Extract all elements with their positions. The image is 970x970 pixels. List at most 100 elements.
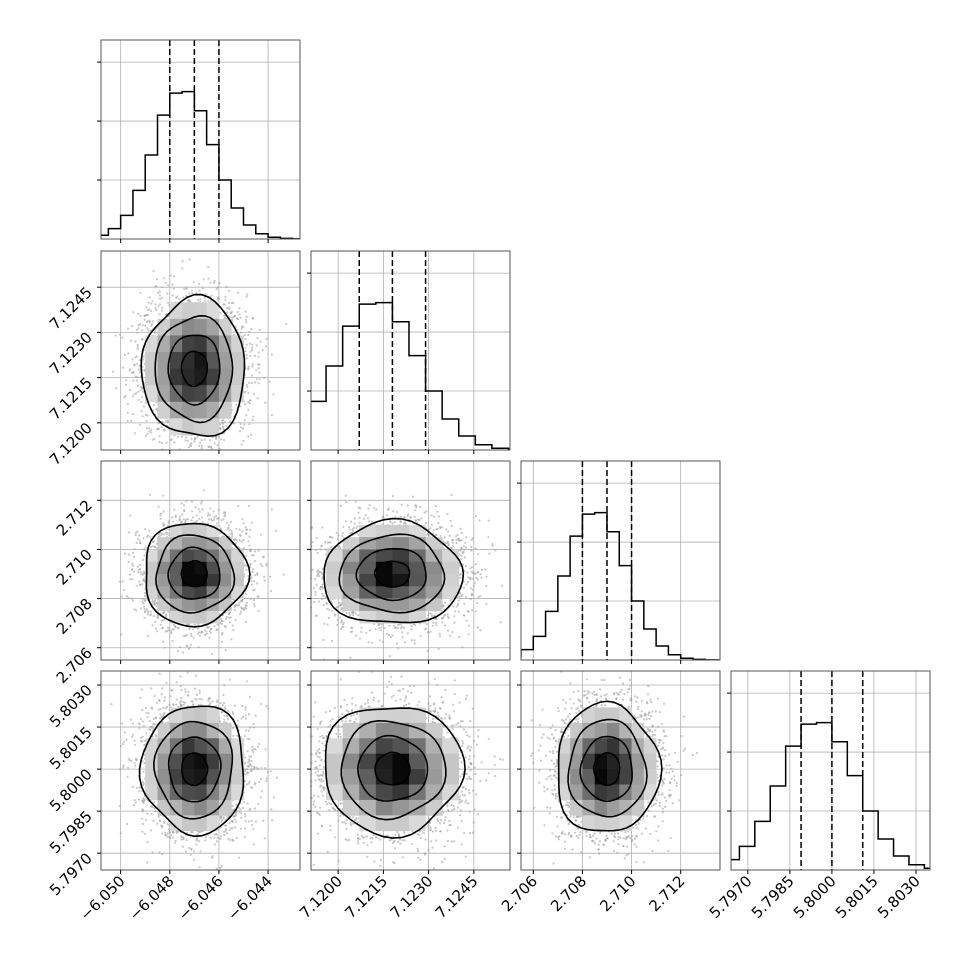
scatter-point (642, 817, 645, 820)
scatter-point (318, 748, 321, 751)
scatter-point (322, 603, 325, 607)
scatter-point (383, 626, 386, 630)
scatter-point (394, 627, 397, 630)
scatter-point (336, 538, 339, 541)
scatter-point (396, 830, 399, 834)
scatter-point (135, 355, 138, 358)
scatter-point (195, 833, 198, 836)
scatter-point (152, 727, 155, 731)
scatter-point (249, 726, 252, 729)
scatter-point (552, 862, 555, 865)
density-cell (182, 549, 195, 563)
scatter-point (238, 604, 241, 607)
scatter-point (120, 595, 123, 598)
density-cell (594, 722, 608, 739)
scatter-point (146, 432, 149, 435)
scatter-point (430, 840, 433, 843)
scatter-point (118, 768, 122, 771)
scatter-point (134, 533, 137, 537)
scatter-point (391, 494, 394, 498)
scatter-point (460, 554, 463, 558)
scatter-point (345, 703, 349, 706)
density-cell (157, 574, 171, 587)
scatter-point (324, 800, 327, 803)
hist-panel-4 (727, 670, 931, 874)
scatter-point (577, 823, 580, 826)
scatter-point (244, 604, 247, 607)
scatter-point (222, 511, 225, 514)
scatter-point (195, 693, 198, 696)
scatter-point (339, 616, 342, 619)
scatter-point (554, 746, 557, 749)
scatter-point (578, 833, 581, 837)
scatter-point (657, 839, 660, 842)
scatter-point (513, 777, 515, 779)
scatter-point (251, 583, 254, 586)
scatter-point (183, 701, 186, 704)
scatter-point (245, 680, 248, 683)
scatter-point (493, 755, 496, 758)
scatter-point (335, 655, 337, 657)
contours (323, 517, 465, 624)
scatter-point (389, 668, 391, 670)
scatter-point (153, 602, 156, 605)
density-cell (342, 574, 360, 587)
density-cell (606, 738, 620, 755)
scatter-point (170, 632, 173, 635)
scatter-point (211, 700, 214, 703)
scatter-point (353, 517, 356, 520)
scatter-point (209, 702, 212, 705)
scatter-point (396, 623, 399, 626)
scatter-point (437, 647, 440, 651)
scatter-point (229, 311, 232, 314)
scatter-point (141, 708, 144, 712)
density-cell (169, 418, 183, 436)
scatter-point (675, 781, 678, 785)
scatter-point (449, 824, 452, 827)
scatter-point (416, 704, 419, 707)
scatter-point (127, 553, 131, 556)
scatter-point (171, 628, 174, 631)
scatter-point (321, 794, 324, 797)
scatter-point (370, 841, 373, 844)
scatter-point (600, 704, 603, 707)
scatter-point (266, 771, 269, 774)
scatter-point (458, 801, 461, 804)
scatter-point (219, 866, 222, 869)
scatter-point (593, 842, 597, 845)
scatter-point (197, 627, 200, 630)
density-cells (326, 707, 460, 832)
scatter-point (434, 505, 437, 508)
scatter-point (133, 570, 136, 573)
density-cell (582, 738, 596, 755)
scatter-point (451, 727, 454, 730)
scatter-frame (100, 250, 301, 451)
scatter-point (629, 684, 632, 687)
scatter-point (127, 757, 130, 760)
scatter-point (151, 545, 155, 548)
scatter-point (231, 316, 234, 319)
density-cell (425, 769, 443, 785)
scatter-point (443, 624, 446, 627)
density-cell (375, 707, 393, 724)
scatter-point (159, 517, 162, 520)
scatter-point (459, 573, 462, 577)
density-cell (442, 574, 460, 587)
scatter-point (461, 794, 464, 797)
scatter-point (256, 745, 260, 748)
scatter-point (219, 702, 222, 705)
scatter-point (237, 806, 240, 809)
scatter-point (318, 756, 321, 759)
scatter-point (436, 819, 439, 823)
density-cell (582, 815, 596, 832)
scatter-point (155, 309, 158, 312)
scatter-point (315, 753, 318, 756)
scatter-panel-4-2 (307, 655, 515, 874)
x-tick-label: 2.710 (596, 872, 639, 915)
scatter-point (580, 713, 583, 716)
scatter-point (417, 518, 420, 521)
scatter-point (383, 692, 386, 695)
scatter-point (219, 423, 222, 426)
scatter-point (231, 727, 234, 730)
scatter-point (466, 734, 469, 737)
